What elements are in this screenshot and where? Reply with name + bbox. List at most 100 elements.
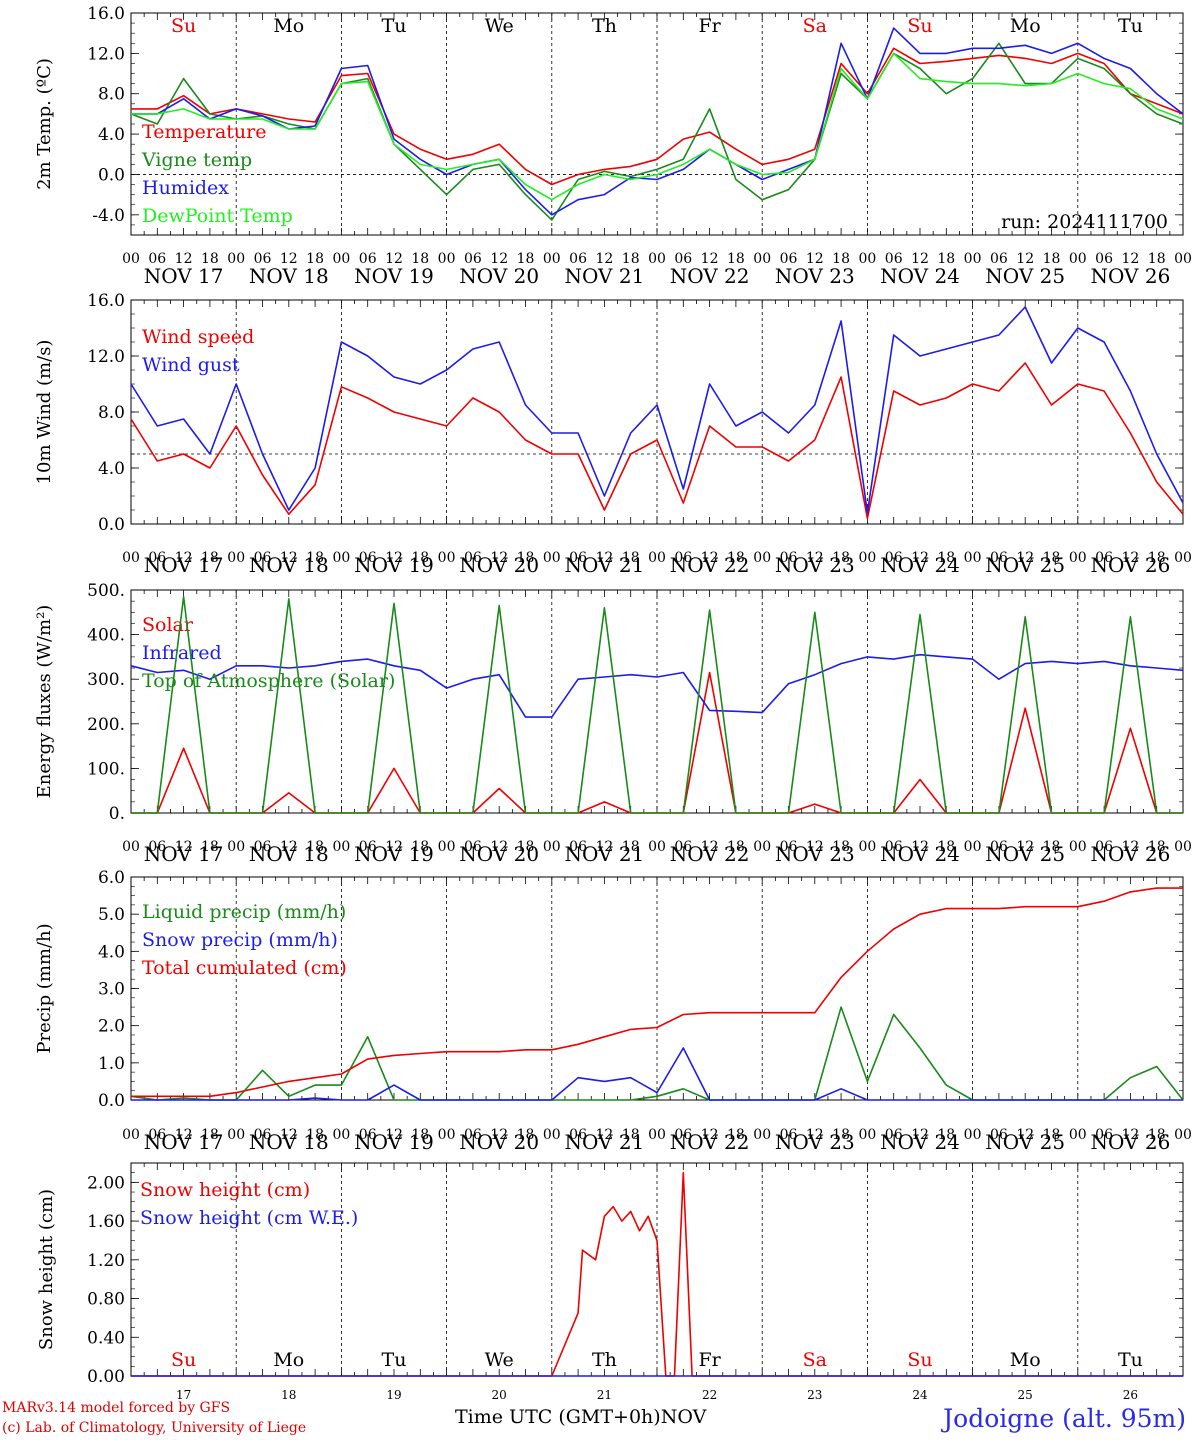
date-label: NOV 23 [775,553,855,577]
hour-tick-label: 00 [227,550,245,566]
hour-tick-label: 06 [148,251,166,267]
hour-tick-label: 18 [1043,1127,1061,1143]
hour-tick-label: 00 [122,251,140,267]
hour-tick-label: 06 [254,839,272,855]
date-label: NOV 19 [354,264,434,288]
hour-tick-label: 00 [648,251,666,267]
legend-entry: Humidex [142,177,229,199]
day-abbrev: Mo [273,15,304,37]
day-abbrev: Su [171,1349,196,1371]
y-tick-label: 0.80 [87,1290,125,1310]
hour-tick-label: 18 [411,1127,429,1143]
legend-entry: Snow height (cm W.E.) [140,1207,358,1229]
hour-tick-label: 12 [280,550,298,566]
hour-tick-label: 06 [569,251,587,267]
date-label: NOV 17 [144,1130,224,1154]
y-tick-label: 4.0 [98,459,125,479]
hour-tick-label: 12 [701,1127,719,1143]
day-abbrev: Th [592,15,617,37]
hour-tick-label: 18 [306,251,324,267]
hour-tick-label: 06 [780,550,798,566]
hour-tick-label: 00 [332,550,350,566]
day-abbrev: Fr [698,15,721,37]
hour-tick-label: 18 [1043,550,1061,566]
hour-tick-label: 00 [227,839,245,855]
day-abbrev: Tu [382,15,407,37]
hour-tick-label: 18 [1148,550,1166,566]
date-label: NOV 20 [459,553,539,577]
hour-tick-label: 12 [175,839,193,855]
hour-tick-label: 00 [543,550,561,566]
hour-tick-label: 00 [543,251,561,267]
hour-tick-label: 18 [622,839,640,855]
legend-entry: Temperature [142,121,266,143]
hour-tick-label: 12 [280,1127,298,1143]
y-tick-label: 3.0 [98,980,125,1000]
date-label: NOV 23 [775,264,855,288]
hour-tick-label: 18 [937,1127,955,1143]
date-label: NOV 22 [670,842,750,866]
day-abbrev: Su [907,15,932,37]
day-abbrev: Sa [803,1349,827,1371]
hour-tick-label: 12 [490,839,508,855]
hour-tick-label: 12 [1121,251,1139,267]
hour-tick-label: 18 [201,839,219,855]
hour-tick-label: 18 [411,839,429,855]
y-tick-label: 0.00 [87,1367,125,1387]
day-number: 19 [386,1388,401,1402]
day-number: 24 [912,1388,928,1402]
hour-tick-label: 06 [990,251,1008,267]
day-abbrev: Tu [1118,1349,1143,1371]
date-label: NOV 26 [1091,842,1171,866]
y-tick-label: 0.40 [87,1328,125,1348]
hour-tick-label: 00 [858,1127,876,1143]
y-tick-label: 12.0 [87,347,125,367]
y-tick-label: 2.0 [98,1017,125,1037]
hour-tick-label: 12 [595,251,613,267]
hour-tick-label: 06 [780,839,798,855]
y-tick-label: 500. [87,581,125,601]
hour-tick-label: 18 [517,550,535,566]
hour-tick-label: 18 [832,550,850,566]
date-label: NOV 22 [670,553,750,577]
hour-tick-label: 06 [1095,251,1113,267]
legend-entry: Snow precip (mm/h) [142,929,338,951]
date-label: NOV 19 [354,1130,434,1154]
date-label: NOV 17 [144,264,224,288]
hour-tick-label: 12 [490,550,508,566]
hour-tick-label: 12 [595,839,613,855]
date-label: NOV 20 [459,1130,539,1154]
hour-tick-label: 18 [411,550,429,566]
date-label: NOV 22 [670,1130,750,1154]
y-tick-label: 8.0 [98,403,125,423]
hour-tick-label: 12 [595,550,613,566]
hour-tick-label: 18 [1148,1127,1166,1143]
date-label: NOV 18 [249,842,329,866]
y-tick-label: 300. [87,670,125,690]
day-abbrev: We [485,1349,514,1371]
date-label: NOV 18 [249,264,329,288]
y-tick-label: 16.0 [87,4,125,24]
date-label: NOV 19 [354,553,434,577]
hour-tick-label: 00 [753,550,771,566]
series-line-dewpoint-temp [131,52,1184,201]
day-number: 17 [176,1388,191,1402]
date-label: NOV 25 [985,553,1065,577]
date-label: NOV 26 [1091,264,1171,288]
hour-tick-label: 06 [990,550,1008,566]
y-tick-label: 0.0 [98,165,125,185]
model-credit: MARv3.14 model forced by GFS [2,1400,231,1416]
hour-tick-label: 12 [490,1127,508,1143]
day-number: 20 [492,1388,507,1402]
hour-tick-label: 06 [148,550,166,566]
y-axis-label: Snow height (cm) [36,1189,57,1350]
date-label: NOV 26 [1091,1130,1171,1154]
hour-tick-label: 12 [701,251,719,267]
hour-tick-label: 12 [175,251,193,267]
hour-tick-label: 12 [701,550,719,566]
day-abbrev: Mo [1010,1349,1041,1371]
hour-tick-label: 06 [674,251,692,267]
panel-frame [130,299,1184,525]
y-axis-label: Energy fluxes (W/m²) [34,605,55,799]
